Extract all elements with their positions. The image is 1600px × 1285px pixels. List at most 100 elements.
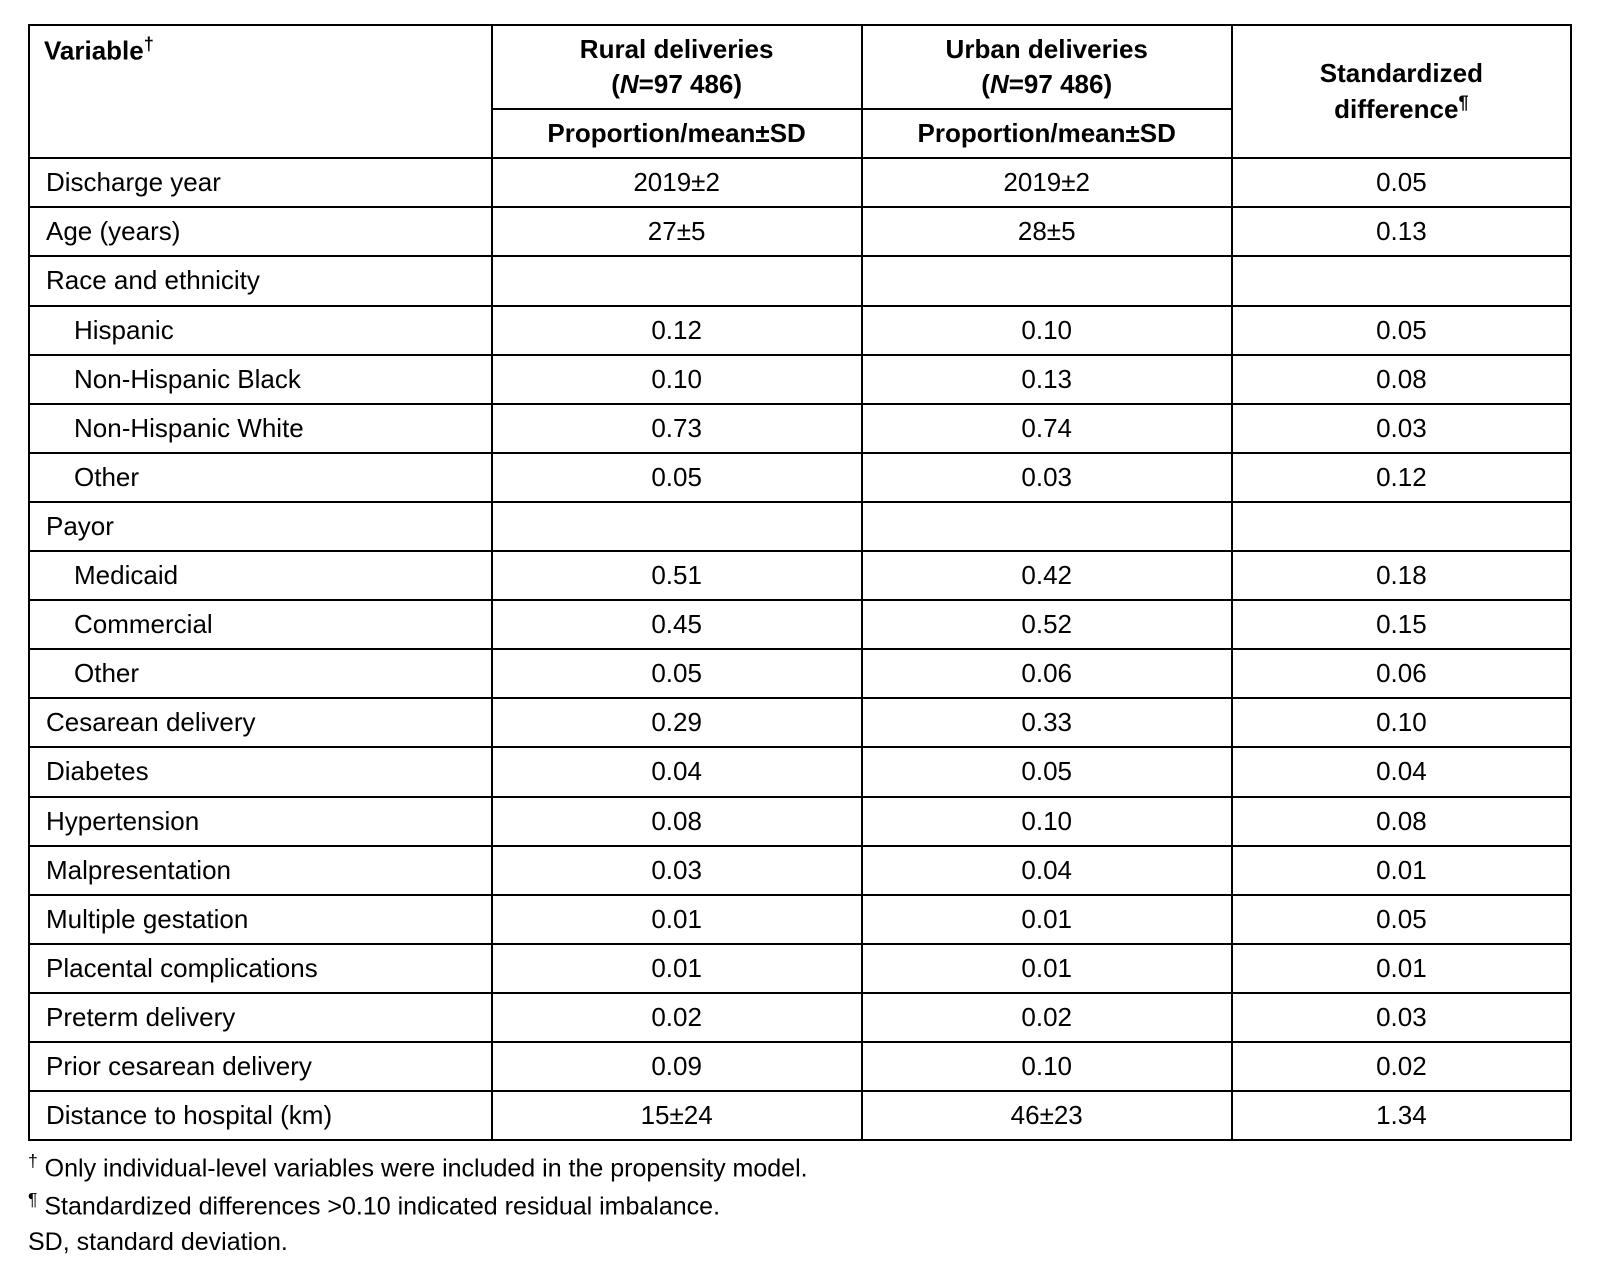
row-variable-label: Non-Hispanic White (29, 404, 492, 453)
row-variable-label: Medicaid (29, 551, 492, 600)
row-variable-label: Age (years) (29, 207, 492, 256)
row-std-value: 0.10 (1232, 698, 1571, 747)
row-urban-value: 0.04 (862, 846, 1232, 895)
row-rural-value: 0.45 (492, 600, 862, 649)
row-rural-value: 0.05 (492, 649, 862, 698)
row-variable-label: Hypertension (29, 797, 492, 846)
row-variable-label: Multiple gestation (29, 895, 492, 944)
row-rural-value: 0.02 (492, 993, 862, 1042)
row-std-value: 0.03 (1232, 404, 1571, 453)
row-std-value: 0.03 (1232, 993, 1571, 1042)
row-variable-label: Diabetes (29, 747, 492, 796)
row-rural-value: 0.08 (492, 797, 862, 846)
header-rural: Rural deliveries (N=97 486) (492, 25, 862, 109)
table-row: Payor (29, 502, 1571, 551)
row-rural-value (492, 502, 862, 551)
row-std-value: 0.05 (1232, 306, 1571, 355)
table-row: Other0.050.030.12 (29, 453, 1571, 502)
table-header: Variable† Rural deliveries (N=97 486) Ur… (29, 25, 1571, 158)
row-variable-label: Race and ethnicity (29, 256, 492, 305)
subheader-rural: Proportion/mean±SD (492, 109, 862, 158)
row-std-value: 0.02 (1232, 1042, 1571, 1091)
table-row: Discharge year2019±22019±20.05 (29, 158, 1571, 207)
row-urban-value: 0.01 (862, 944, 1232, 993)
row-variable-label: Prior cesarean delivery (29, 1042, 492, 1091)
table-body: Discharge year2019±22019±20.05Age (years… (29, 158, 1571, 1140)
row-variable-label: Malpresentation (29, 846, 492, 895)
row-urban-value: 0.13 (862, 355, 1232, 404)
row-std-value: 0.15 (1232, 600, 1571, 649)
row-std-value: 0.18 (1232, 551, 1571, 600)
table-row: Non-Hispanic Black0.100.130.08 (29, 355, 1571, 404)
subheader-urban: Proportion/mean±SD (862, 109, 1232, 158)
row-std-value: 0.01 (1232, 846, 1571, 895)
table-row: Preterm delivery0.020.020.03 (29, 993, 1571, 1042)
row-std-value: 0.08 (1232, 355, 1571, 404)
row-urban-value: 0.42 (862, 551, 1232, 600)
row-std-value: 0.05 (1232, 158, 1571, 207)
row-variable-label: Cesarean delivery (29, 698, 492, 747)
table-row: Diabetes0.040.050.04 (29, 747, 1571, 796)
footnotes: † Only individual-level variables were i… (28, 1149, 1572, 1260)
row-rural-value: 15±24 (492, 1091, 862, 1140)
table-row: Prior cesarean delivery0.090.100.02 (29, 1042, 1571, 1091)
table-row: Cesarean delivery0.290.330.10 (29, 698, 1571, 747)
row-urban-value: 0.52 (862, 600, 1232, 649)
row-urban-value: 0.10 (862, 1042, 1232, 1091)
row-rural-value: 0.04 (492, 747, 862, 796)
row-rural-value: 27±5 (492, 207, 862, 256)
row-urban-value: 0.10 (862, 797, 1232, 846)
footnote-abbrev: SD, standard deviation. (28, 1224, 1572, 1260)
row-urban-value: 0.02 (862, 993, 1232, 1042)
table-row: Distance to hospital (km)15±2446±231.34 (29, 1091, 1571, 1140)
row-std-value: 0.04 (1232, 747, 1571, 796)
table-row: Medicaid0.510.420.18 (29, 551, 1571, 600)
row-rural-value: 0.10 (492, 355, 862, 404)
row-rural-value: 0.73 (492, 404, 862, 453)
table-row: Age (years)27±528±50.13 (29, 207, 1571, 256)
row-urban-value: 46±23 (862, 1091, 1232, 1140)
row-rural-value: 0.01 (492, 944, 862, 993)
row-urban-value: 0.05 (862, 747, 1232, 796)
header-variable-label: Variable (44, 36, 144, 66)
row-std-value: 0.01 (1232, 944, 1571, 993)
table-row: Placental complications0.010.010.01 (29, 944, 1571, 993)
row-variable-label: Other (29, 453, 492, 502)
row-variable-label: Payor (29, 502, 492, 551)
table-row: Non-Hispanic White0.730.740.03 (29, 404, 1571, 453)
row-variable-label: Discharge year (29, 158, 492, 207)
row-rural-value (492, 256, 862, 305)
header-variable-sup: † (144, 34, 154, 54)
header-urban: Urban deliveries (N=97 486) (862, 25, 1232, 109)
row-variable-label: Distance to hospital (km) (29, 1091, 492, 1140)
header-urban-line1: Urban deliveries (946, 34, 1148, 64)
row-variable-label: Placental complications (29, 944, 492, 993)
row-urban-value: 0.06 (862, 649, 1232, 698)
row-urban-value (862, 256, 1232, 305)
table-row: Race and ethnicity (29, 256, 1571, 305)
row-rural-value: 0.51 (492, 551, 862, 600)
row-urban-value (862, 502, 1232, 551)
row-std-value: 0.08 (1232, 797, 1571, 846)
table-row: Multiple gestation0.010.010.05 (29, 895, 1571, 944)
row-urban-value: 0.33 (862, 698, 1232, 747)
row-rural-value: 0.29 (492, 698, 862, 747)
row-rural-value: 2019±2 (492, 158, 862, 207)
row-urban-value: 2019±2 (862, 158, 1232, 207)
row-rural-value: 0.03 (492, 846, 862, 895)
row-variable-label: Commercial (29, 600, 492, 649)
row-urban-value: 0.01 (862, 895, 1232, 944)
row-std-value (1232, 502, 1571, 551)
footnote-dagger: † Only individual-level variables were i… (28, 1149, 1572, 1187)
table-row: Other0.050.060.06 (29, 649, 1571, 698)
row-rural-value: 0.05 (492, 453, 862, 502)
footnote-pilcrow: ¶ Standardized differences >0.10 indicat… (28, 1187, 1572, 1225)
header-variable: Variable† (29, 25, 492, 158)
row-std-value: 0.06 (1232, 649, 1571, 698)
row-rural-value: 0.09 (492, 1042, 862, 1091)
row-std-value (1232, 256, 1571, 305)
row-urban-value: 0.74 (862, 404, 1232, 453)
row-variable-label: Preterm delivery (29, 993, 492, 1042)
row-rural-value: 0.01 (492, 895, 862, 944)
table-row: Hypertension0.080.100.08 (29, 797, 1571, 846)
